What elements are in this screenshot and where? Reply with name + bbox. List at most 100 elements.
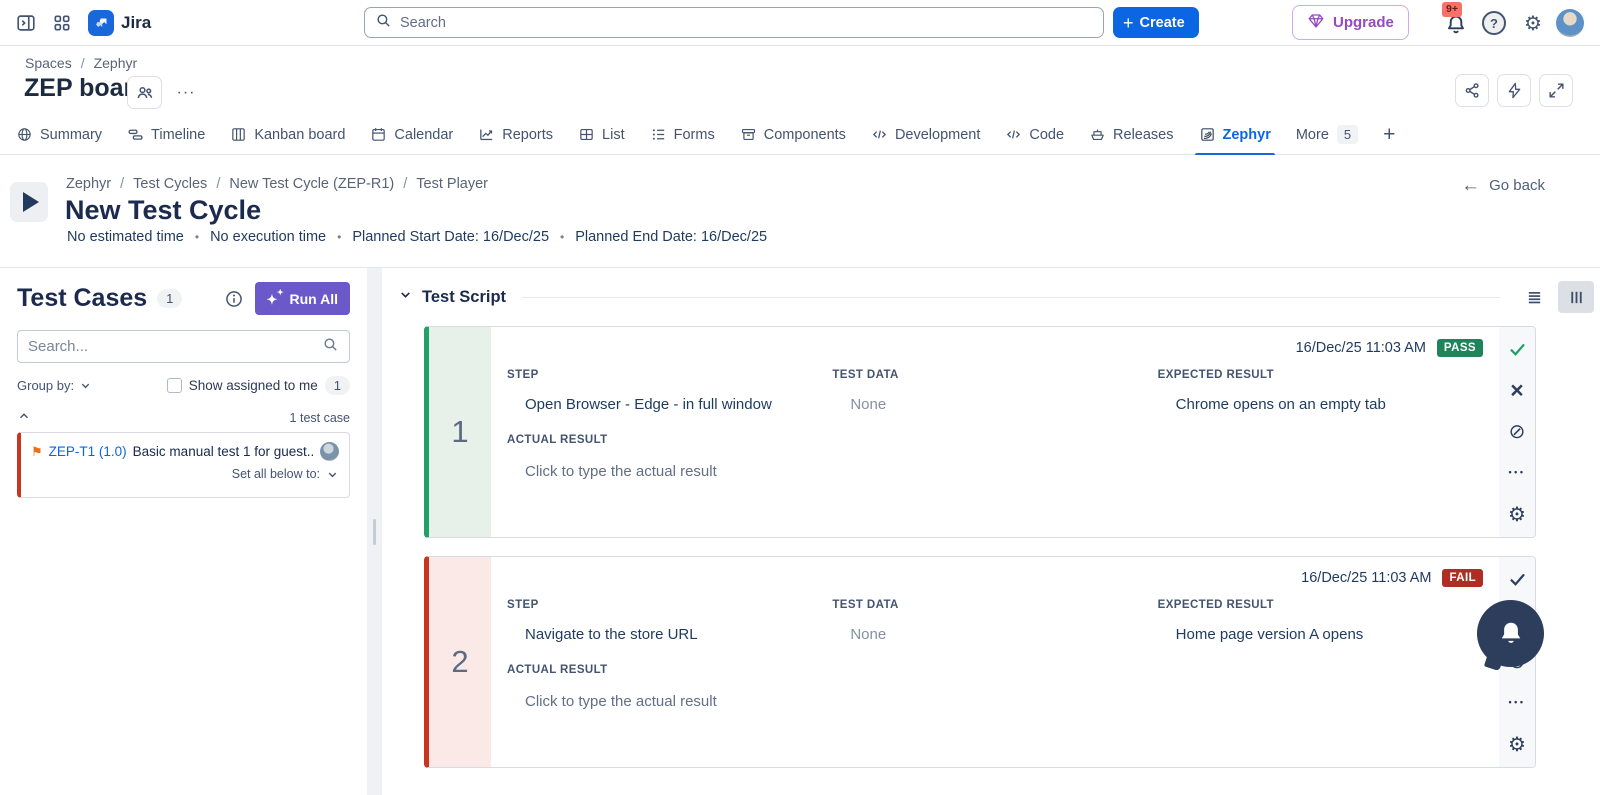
tab-forms[interactable]: Forms xyxy=(650,115,715,155)
test-cases-panel: Test Cases 1 ✦✦ Run All Group by: xyxy=(0,268,367,795)
settings-gear-icon[interactable]: ⚙ xyxy=(1519,9,1547,37)
planned-start-date: Planned Start Date: 16/Dec/25 xyxy=(352,229,575,245)
tab-timeline[interactable]: Timeline xyxy=(127,115,205,155)
column-view-icon[interactable] xyxy=(1558,281,1594,313)
step-settings-icon[interactable]: ⚙ xyxy=(1504,731,1530,757)
execution-timestamp: 16/Dec/25 11:03 AM xyxy=(1301,570,1432,586)
search-input[interactable] xyxy=(400,14,1093,31)
play-icon[interactable] xyxy=(10,182,48,222)
ship-icon xyxy=(1091,129,1104,141)
breadcrumb-spaces[interactable]: Spaces xyxy=(25,55,72,71)
group-by-dropdown[interactable]: Group by: xyxy=(17,378,92,393)
pass-check-icon[interactable] xyxy=(1504,566,1530,592)
user-avatar[interactable] xyxy=(1556,9,1584,37)
collapse-section-chevron-icon[interactable] xyxy=(398,287,413,307)
test-data-label: TEST DATA xyxy=(832,369,899,381)
breadcrumb-zephyr[interactable]: Zephyr xyxy=(66,176,112,192)
tab-releases[interactable]: Releases xyxy=(1089,115,1174,155)
tab-list[interactable]: List xyxy=(578,115,625,155)
add-tab-icon[interactable]: + xyxy=(1383,123,1396,146)
more-count-badge: 5 xyxy=(1336,125,1359,144)
cycle-meta: No estimated time No execution time Plan… xyxy=(67,229,767,245)
tab-calendar[interactable]: Calendar xyxy=(370,115,453,155)
test-script-header: Test Script xyxy=(398,281,1600,313)
floating-notifications-bell-icon[interactable] xyxy=(1477,600,1544,667)
test-data-value: None xyxy=(850,396,887,413)
tab-components[interactable]: Components xyxy=(740,115,846,155)
more-options-icon[interactable]: ••• xyxy=(1504,689,1530,715)
breadcrumb-space-zephyr[interactable]: Zephyr xyxy=(93,55,138,71)
pass-check-icon[interactable] xyxy=(1504,336,1530,362)
board-more-options-button[interactable]: ··· xyxy=(172,76,200,109)
breadcrumb-new-test-cycle[interactable]: New Test Cycle (ZEP-R1) xyxy=(229,176,395,192)
test-case-item[interactable]: ⚑ ZEP-T1 (1.0) Basic manual test 1 for g… xyxy=(17,432,350,498)
test-case-search-input[interactable] xyxy=(28,338,314,355)
section-title: Test Script xyxy=(422,287,507,306)
jira-logo-icon[interactable] xyxy=(88,10,114,36)
tab-development[interactable]: Development xyxy=(871,115,980,155)
create-button[interactable]: + Create xyxy=(1113,7,1199,38)
step-description: Navigate to the store URL xyxy=(525,626,698,643)
block-icon[interactable]: ⊘ xyxy=(1504,418,1530,444)
sidebar-toggle-icon[interactable] xyxy=(12,9,40,37)
share-icon[interactable] xyxy=(1455,74,1489,107)
app-switcher-icon[interactable] xyxy=(48,9,76,37)
more-options-icon[interactable]: ••• xyxy=(1504,459,1530,485)
tab-code[interactable]: Code xyxy=(1005,115,1064,155)
board-members-button[interactable] xyxy=(127,76,162,109)
notifications-bell-icon[interactable] xyxy=(1441,9,1471,39)
priority-flag-icon: ⚑ xyxy=(31,443,43,459)
tab-zephyr[interactable]: Zephyr xyxy=(1194,115,1276,156)
row-view-icon[interactable] xyxy=(1516,281,1552,313)
chevron-down-icon xyxy=(328,472,337,477)
test-data-label: TEST DATA xyxy=(832,599,899,611)
test-case-group-header: 1 test case xyxy=(17,409,350,426)
step-description: Open Browser - Edge - in full window xyxy=(525,396,772,413)
fullscreen-expand-icon[interactable] xyxy=(1539,74,1573,107)
fail-cross-icon[interactable]: × xyxy=(1504,377,1530,403)
chevron-down-icon xyxy=(81,383,90,389)
global-search[interactable] xyxy=(364,7,1104,38)
planned-end-date: Planned End Date: 16/Dec/25 xyxy=(575,229,768,245)
upgrade-button[interactable]: Upgrade xyxy=(1292,5,1409,40)
board-header: Spaces / Zephyr ZEP board ··· xyxy=(0,46,1600,115)
components-icon xyxy=(741,128,755,141)
code-icon xyxy=(872,130,887,139)
player-content: Test Cases 1 ✦✦ Run All Group by: xyxy=(0,267,1600,795)
step-label: STEP xyxy=(507,599,539,611)
tab-kanban-board[interactable]: Kanban board xyxy=(230,115,345,155)
actual-result-input[interactable]: Click to type the actual result xyxy=(525,693,717,710)
notifications-count-badge: 9+ xyxy=(1442,2,1462,17)
tab-reports[interactable]: Reports xyxy=(478,115,553,155)
breadcrumb-test-player[interactable]: Test Player xyxy=(416,176,489,192)
breadcrumb-test-cycles[interactable]: Test Cycles xyxy=(133,176,208,192)
run-all-button[interactable]: ✦ ✦ Run All xyxy=(254,282,350,315)
step-actions-rail: × ⊘ ••• ⚙ xyxy=(1499,327,1535,537)
table-icon xyxy=(580,128,593,141)
step-settings-icon[interactable]: ⚙ xyxy=(1504,501,1530,527)
tab-summary[interactable]: Summary xyxy=(16,115,102,155)
step-number: 2 xyxy=(429,557,491,767)
help-icon[interactable]: ? xyxy=(1482,11,1506,35)
set-all-below-dropdown[interactable]: Set all below to: xyxy=(31,467,339,481)
calendar-icon xyxy=(372,128,386,141)
collapse-chevron-icon[interactable] xyxy=(17,409,31,426)
search-icon xyxy=(375,12,392,34)
assigned-count-badge: 1 xyxy=(324,376,350,395)
step-number: 1 xyxy=(429,327,491,537)
test-cases-search[interactable] xyxy=(17,330,350,363)
show-assigned-checkbox[interactable] xyxy=(166,378,182,393)
zephyr-icon xyxy=(1200,128,1214,141)
app-name: Jira xyxy=(121,13,152,32)
panel-resizer[interactable] xyxy=(367,268,382,795)
automation-lightning-icon[interactable] xyxy=(1497,74,1531,107)
expected-result-value: Home page version A opens xyxy=(1175,626,1364,643)
info-icon[interactable] xyxy=(223,288,245,310)
go-back-button[interactable]: ← Go back xyxy=(1461,175,1545,196)
actual-result-input[interactable]: Click to type the actual result xyxy=(525,463,717,480)
assignee-avatar[interactable] xyxy=(320,442,339,461)
test-case-key[interactable]: ZEP-T1 (1.0) xyxy=(48,444,127,459)
back-arrow-icon: ← xyxy=(1461,175,1481,196)
tabs-more-button[interactable]: More 5 xyxy=(1296,125,1359,144)
